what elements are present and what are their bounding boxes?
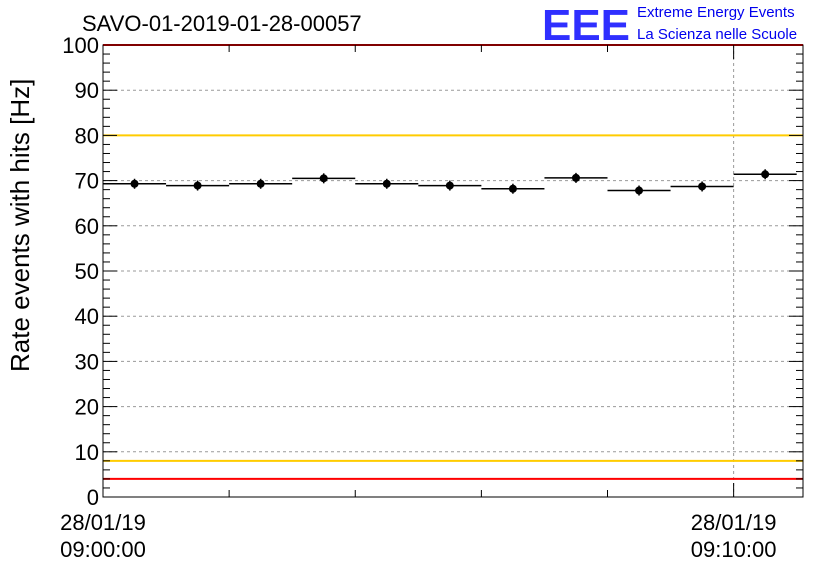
x-tick-time: 09:10:00	[691, 537, 777, 562]
x-tick-date: 28/01/19	[691, 510, 777, 535]
data-marker	[571, 173, 580, 182]
data-marker	[445, 181, 454, 190]
data-marker	[698, 182, 707, 191]
data-marker	[635, 186, 644, 195]
eee-logo: EEE Extreme Energy Events La Scienza nel…	[542, 1, 797, 50]
data-point	[733, 169, 797, 180]
y-tick-label: 70	[75, 169, 99, 194]
grid	[103, 45, 803, 497]
data-marker	[193, 181, 202, 190]
data-point	[418, 180, 482, 191]
y-tick-label: 10	[75, 440, 99, 465]
data-point	[292, 173, 356, 184]
y-tick-label: 20	[75, 395, 99, 420]
data-point	[103, 178, 167, 189]
y-axis-title: Rate events with hits [Hz]	[5, 79, 35, 372]
data-point	[355, 178, 419, 189]
data-point	[670, 181, 734, 192]
data-marker	[382, 179, 391, 188]
data-marker	[130, 179, 139, 188]
logo-line-1: Extreme Energy Events	[637, 4, 795, 21]
y-tick-label: 40	[75, 304, 99, 329]
data-marker	[761, 170, 770, 179]
chart-title: SAVO-01-2019-01-28-00057	[82, 11, 362, 36]
data-point	[481, 183, 545, 194]
data-marker	[508, 184, 517, 193]
x-tick-date: 28/01/19	[60, 510, 146, 535]
y-tick-label: 90	[75, 78, 99, 103]
y-tick-label: 100	[62, 33, 99, 58]
data-point	[544, 172, 608, 183]
reference-lines	[103, 44, 803, 480]
data-point	[607, 185, 671, 196]
data-point	[229, 178, 293, 189]
y-axis-ticks: 0 10 20 30 40 50 60 70 80 90 100	[62, 33, 803, 510]
y-tick-label: 60	[75, 214, 99, 239]
logo-line-2: La Scienza nelle Scuole	[637, 26, 797, 43]
y-tick-label: 0	[87, 485, 99, 510]
data-marker	[319, 174, 328, 183]
y-tick-label: 30	[75, 349, 99, 374]
eee-logo-mark: EEE	[542, 1, 630, 50]
y-tick-label: 80	[75, 123, 99, 148]
data-series	[103, 169, 797, 196]
data-marker	[256, 179, 265, 188]
y-tick-label: 50	[75, 259, 99, 284]
x-tick-time: 09:00:00	[60, 537, 146, 562]
data-point	[166, 180, 230, 191]
